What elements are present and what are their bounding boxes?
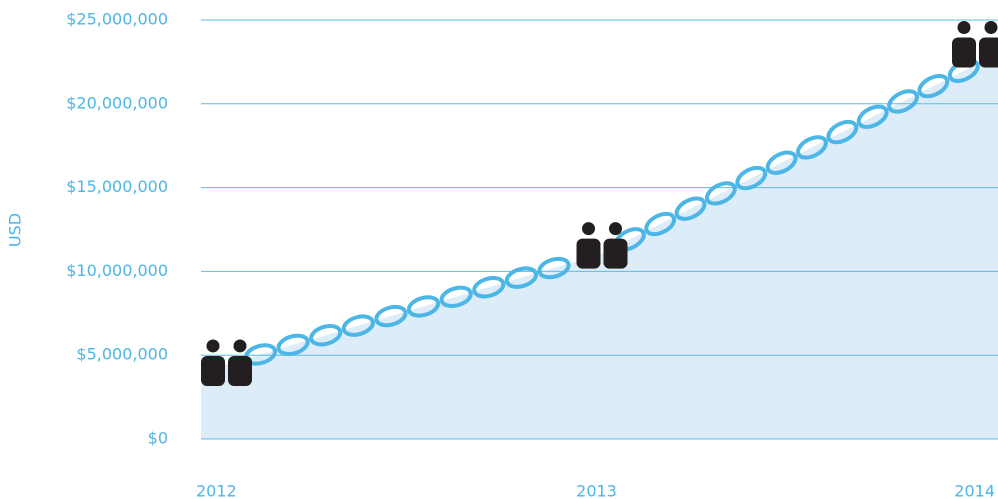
chain-link [674, 196, 707, 221]
chain-link [439, 285, 473, 309]
chain-link [856, 104, 889, 129]
person-body [979, 37, 998, 68]
chain-link [341, 314, 375, 337]
chain-link [504, 266, 538, 289]
person-head [206, 339, 220, 353]
chain-link [374, 304, 408, 328]
x-tick-label: 2012 [196, 482, 237, 499]
person-body [228, 355, 252, 386]
person-head [233, 339, 247, 353]
chain-link [644, 211, 677, 237]
person-head [582, 222, 595, 236]
people-icon [576, 222, 628, 269]
y-tick-label: $25,000,000 [66, 10, 168, 29]
chain-link [406, 295, 441, 318]
chain-link [735, 165, 768, 191]
chain-link [765, 150, 798, 175]
area [201, 53, 998, 440]
chain-link [704, 181, 737, 206]
person-body [576, 238, 601, 269]
person-head [957, 21, 971, 35]
chain-link [917, 73, 950, 99]
person-body [603, 238, 628, 269]
people-icon [201, 339, 252, 386]
y-tick-label: $0 [148, 429, 168, 448]
y-tick-label: $5,000,000 [76, 345, 168, 364]
person-body [201, 355, 225, 386]
chain-link [472, 276, 506, 299]
y-tick-label: $10,000,000 [66, 261, 168, 280]
x-tick-label: 2013 [576, 482, 617, 499]
chain [243, 58, 980, 366]
y-tick-label: $15,000,000 [66, 177, 168, 196]
chain-link [537, 256, 571, 280]
chain-link [276, 333, 310, 357]
chain-link [826, 119, 859, 145]
y-axis-label: USD [6, 213, 25, 247]
x-tick-label: 2014 [954, 482, 995, 499]
person-body [952, 37, 976, 68]
person-head [609, 222, 622, 236]
person-head [984, 21, 998, 35]
chain-link [796, 135, 828, 160]
chain-link [309, 324, 343, 347]
chain-link [887, 89, 919, 114]
people-icon [952, 21, 998, 68]
y-tick-label: $20,000,000 [66, 93, 168, 112]
